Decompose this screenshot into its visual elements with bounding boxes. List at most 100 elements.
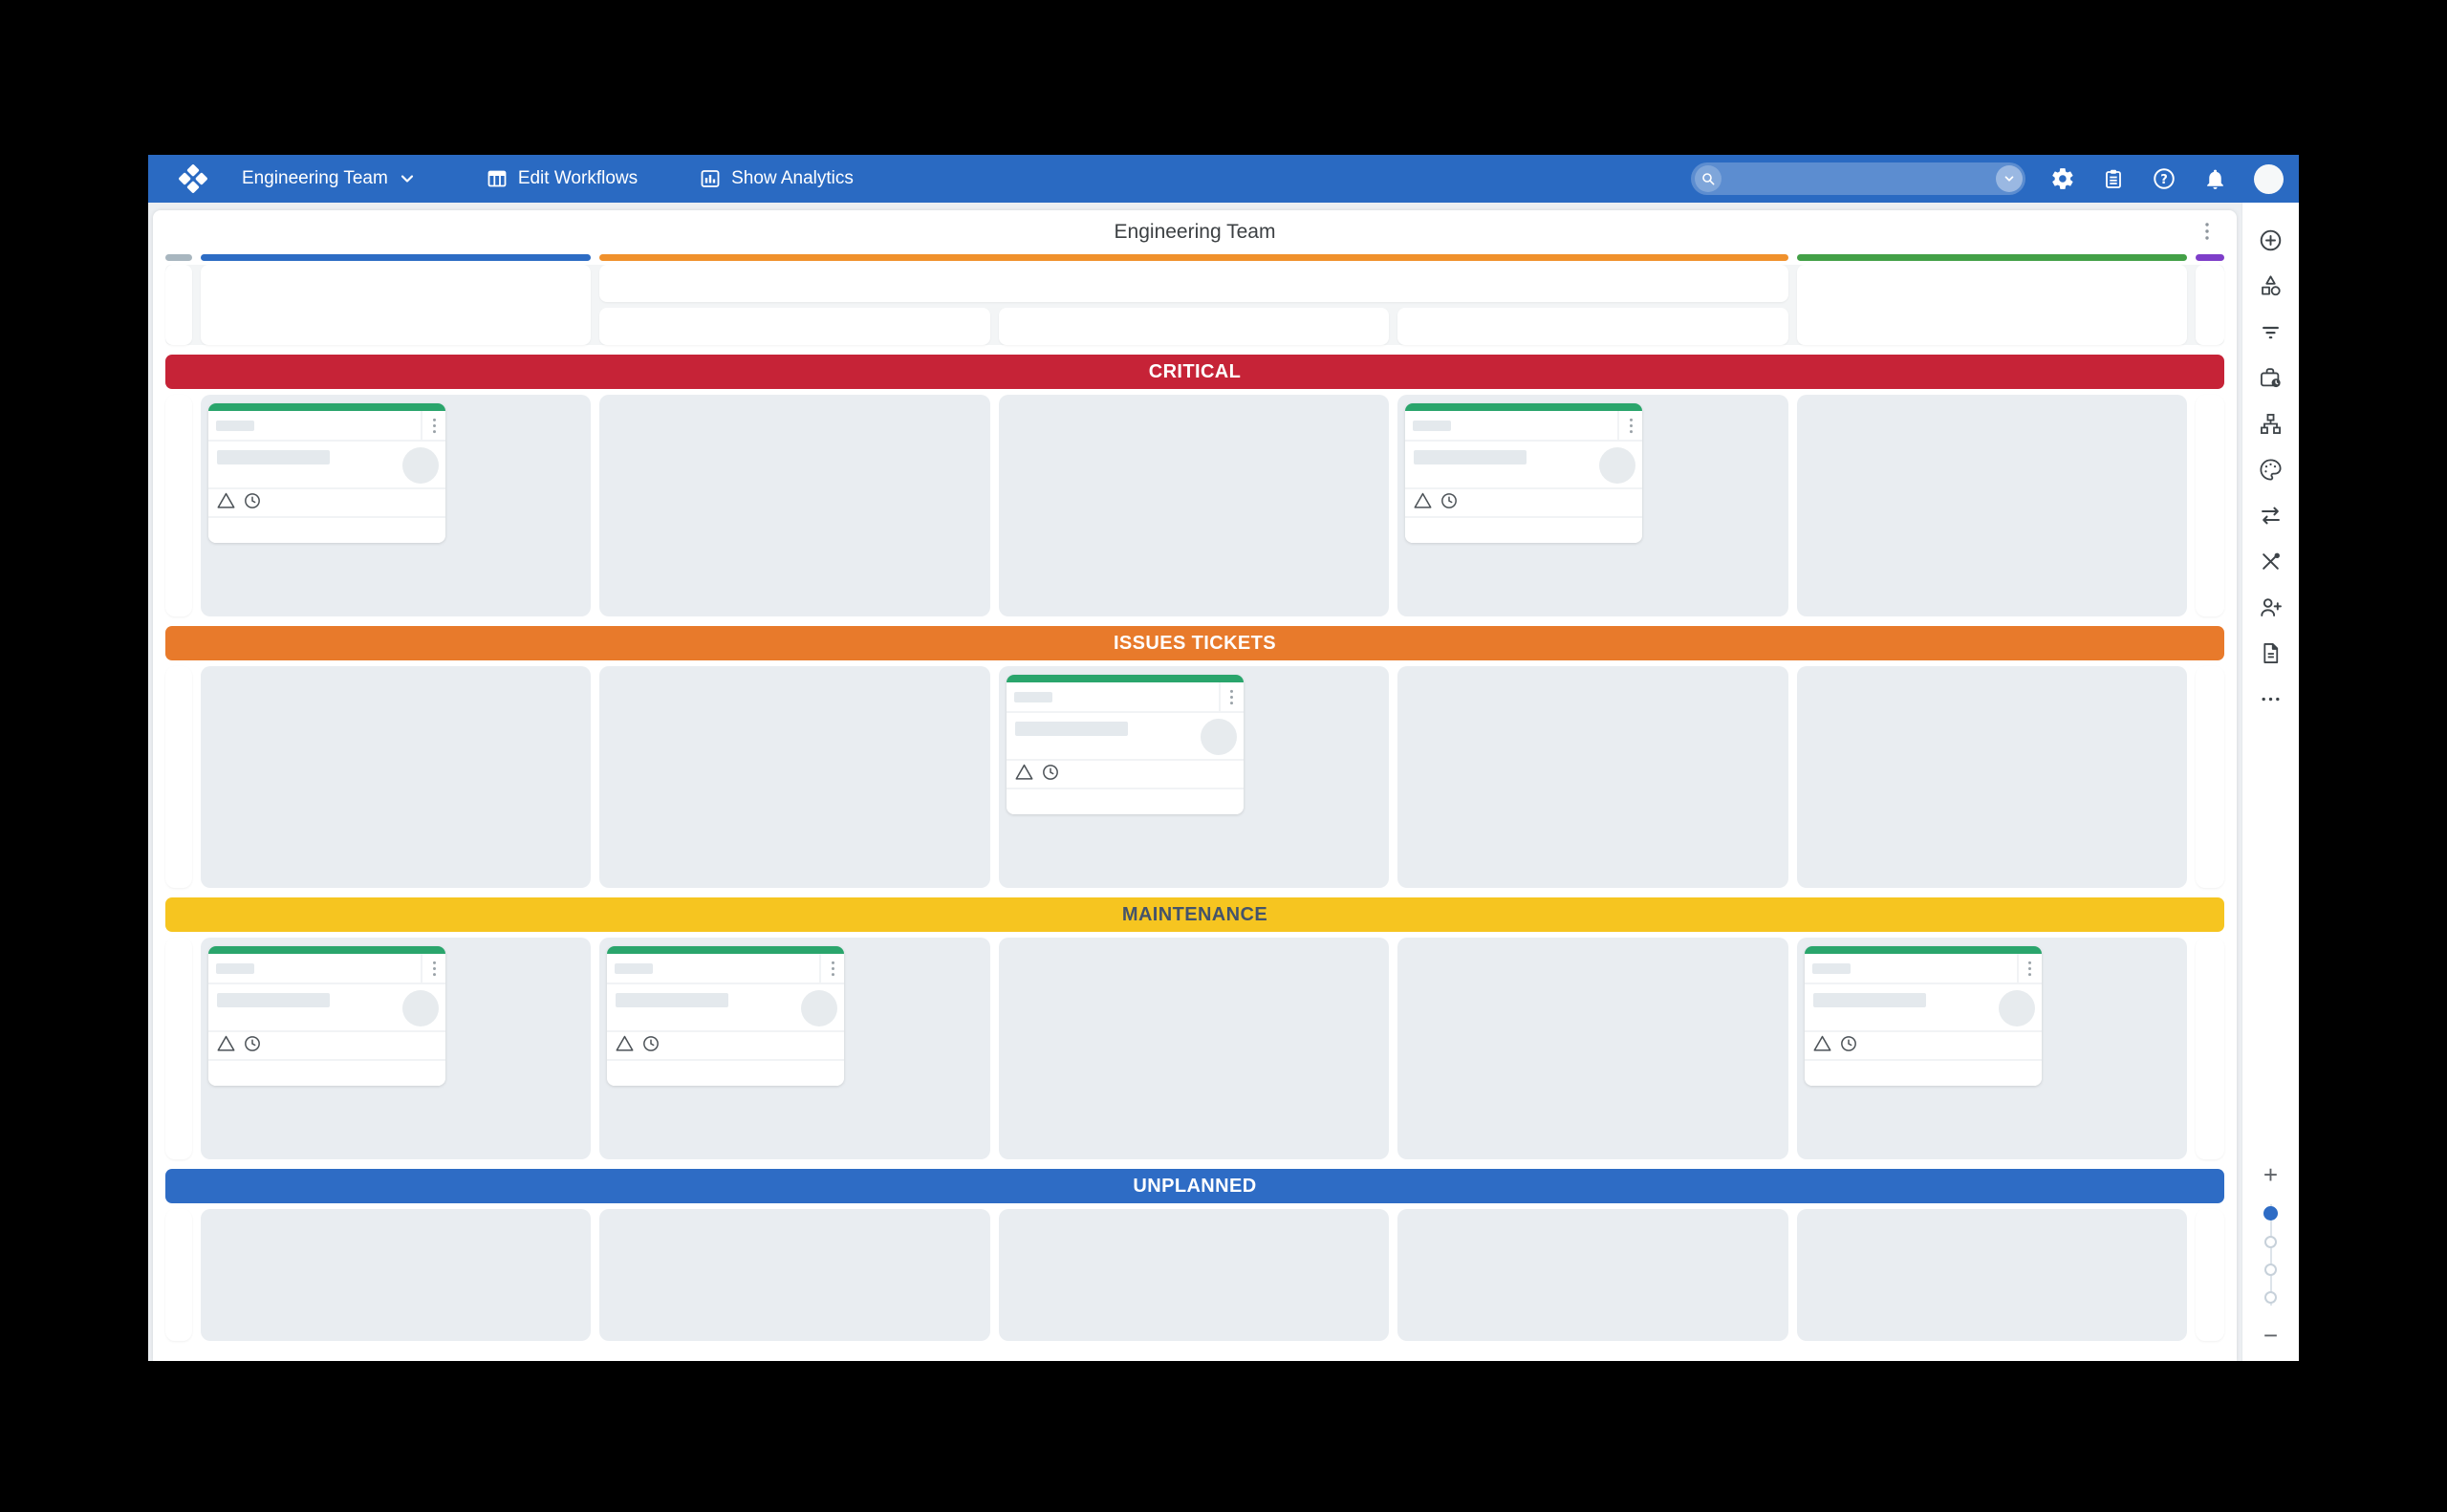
hierarchy-icon[interactable] bbox=[2258, 411, 2284, 437]
warning-triangle-icon bbox=[1014, 763, 1034, 786]
swimlane-band[interactable]: UNPLANNED bbox=[165, 1169, 2224, 1203]
card-menu-dots-icon[interactable] bbox=[1218, 682, 1244, 711]
document-icon[interactable] bbox=[2258, 640, 2284, 666]
clock-icon bbox=[1839, 1034, 1858, 1058]
add-circle-icon[interactable] bbox=[2258, 227, 2284, 253]
board-cell[interactable] bbox=[1397, 395, 1788, 616]
board-cell[interactable] bbox=[201, 395, 592, 616]
card-menu-dots-icon[interactable] bbox=[1617, 411, 1642, 440]
board-cell[interactable] bbox=[998, 938, 1390, 1159]
clock-icon bbox=[243, 491, 262, 515]
swimlane-band[interactable]: CRITICAL bbox=[165, 355, 2224, 389]
column5-header bbox=[1796, 265, 2187, 345]
collapsed-column-cell bbox=[165, 395, 192, 616]
board-cell[interactable] bbox=[1397, 666, 1788, 888]
board-cell[interactable] bbox=[1796, 395, 2187, 616]
clipboard-icon[interactable] bbox=[2102, 167, 2125, 190]
filter-icon[interactable] bbox=[2258, 319, 2284, 345]
card-assignee-avatar bbox=[1200, 719, 1237, 755]
board-cell[interactable] bbox=[201, 1209, 592, 1341]
board-cell[interactable] bbox=[599, 395, 990, 616]
collapsed-column-cell bbox=[165, 666, 192, 888]
board-menu-dots-icon[interactable] bbox=[2199, 222, 2215, 246]
card-description-placeholder bbox=[616, 993, 729, 1007]
card-menu-dots-icon[interactable] bbox=[421, 411, 445, 440]
board-cell[interactable] bbox=[998, 1209, 1390, 1341]
column5-line bbox=[1796, 254, 2187, 261]
kanban-card[interactable] bbox=[1804, 946, 2042, 1086]
card-menu-dots-icon[interactable] bbox=[819, 954, 844, 983]
kanban-card[interactable] bbox=[1405, 403, 1643, 543]
notifications-bell-icon[interactable] bbox=[2203, 167, 2227, 191]
board-cell[interactable] bbox=[1397, 938, 1788, 1159]
card-menu-dots-icon[interactable] bbox=[2016, 954, 2042, 983]
edit-workflows-label: Edit Workflows bbox=[517, 168, 639, 188]
card-title-placeholder bbox=[615, 963, 654, 974]
board-cell[interactable] bbox=[599, 938, 990, 1159]
tool-sidebar: + − bbox=[2241, 203, 2299, 1361]
card-title-placeholder bbox=[216, 963, 254, 974]
zoom-out-button[interactable]: − bbox=[2263, 1321, 2279, 1350]
card-menu-dots-icon[interactable] bbox=[421, 954, 445, 983]
swimlane-band[interactable]: ISSUES TICKETS bbox=[165, 626, 2224, 660]
board-cell[interactable] bbox=[599, 1209, 990, 1341]
card-assignee-avatar bbox=[1998, 990, 2035, 1026]
warning-triangle-icon bbox=[615, 1034, 635, 1057]
add-person-icon[interactable] bbox=[2258, 594, 2284, 620]
board-cell[interactable] bbox=[998, 666, 1390, 888]
swimlane-critical: CRITICAL bbox=[165, 345, 2224, 616]
board-cell[interactable] bbox=[599, 666, 990, 888]
kanban-card[interactable] bbox=[1006, 675, 1244, 814]
board-cell[interactable] bbox=[201, 938, 592, 1159]
kanban-card[interactable] bbox=[208, 946, 445, 1086]
search-icon bbox=[1695, 165, 1722, 192]
top-bar: Engineering Team Edit Workflows bbox=[148, 155, 2299, 203]
zoom-stop[interactable] bbox=[2264, 1291, 2277, 1304]
kanban-card[interactable] bbox=[607, 946, 845, 1086]
briefcase-clock-icon[interactable] bbox=[2258, 365, 2284, 391]
search-input[interactable] bbox=[1722, 170, 1996, 187]
collapsed-column-header bbox=[165, 265, 192, 345]
board-cell[interactable] bbox=[1796, 1209, 2187, 1341]
palette-icon[interactable] bbox=[2258, 457, 2284, 483]
board-cell[interactable] bbox=[1397, 1209, 1788, 1341]
card-accent-bar bbox=[208, 946, 445, 954]
right-rail-line bbox=[2195, 254, 2224, 261]
show-analytics-button[interactable]: Show Analytics bbox=[699, 167, 854, 190]
zoom-stop[interactable] bbox=[2264, 1264, 2277, 1276]
warning-triangle-icon bbox=[216, 1034, 236, 1057]
settings-gear-icon[interactable] bbox=[2050, 166, 2075, 191]
card-accent-bar bbox=[1804, 946, 2042, 954]
board-cell[interactable] bbox=[201, 666, 592, 888]
zoom-in-button[interactable]: + bbox=[2263, 1160, 2279, 1189]
kanban-board: Engineering Team bbox=[153, 210, 2237, 1361]
card-title-placeholder bbox=[1811, 963, 1851, 974]
help-icon[interactable]: ? bbox=[2152, 166, 2176, 191]
user-avatar[interactable] bbox=[2254, 163, 2284, 194]
collapsed-column-line bbox=[165, 254, 192, 261]
zoom-stop[interactable] bbox=[2263, 1206, 2278, 1220]
board-cell[interactable] bbox=[1796, 938, 2187, 1159]
edit-workflows-button[interactable]: Edit Workflows bbox=[486, 167, 638, 190]
search-bar[interactable] bbox=[1691, 162, 2025, 195]
search-options-chevron[interactable] bbox=[1996, 165, 2023, 192]
card-accent-bar bbox=[1405, 403, 1643, 411]
swimlane-band[interactable]: MAINTENANCE bbox=[165, 897, 2224, 932]
card-title-placeholder bbox=[1013, 692, 1052, 702]
table-icon bbox=[486, 167, 509, 190]
card-description-placeholder bbox=[1414, 450, 1527, 464]
crossed-tools-icon[interactable] bbox=[2258, 549, 2284, 574]
shapes-icon[interactable] bbox=[2258, 273, 2284, 299]
zoom-stop[interactable] bbox=[2264, 1236, 2277, 1248]
column-headers bbox=[165, 265, 2224, 345]
right-rail-cell bbox=[2195, 666, 2224, 888]
more-ellipsis-icon[interactable] bbox=[2258, 686, 2284, 712]
kanban-card[interactable] bbox=[208, 403, 445, 543]
board-cell[interactable] bbox=[998, 395, 1390, 616]
team-selector[interactable]: Engineering Team bbox=[242, 168, 417, 189]
board-cell[interactable] bbox=[1796, 666, 2187, 888]
swap-arrows-icon[interactable] bbox=[2258, 503, 2284, 529]
swimlane-maintenance: MAINTENANCE bbox=[165, 888, 2224, 1159]
chevron-down-icon bbox=[398, 169, 417, 188]
card-description-placeholder bbox=[217, 993, 330, 1007]
